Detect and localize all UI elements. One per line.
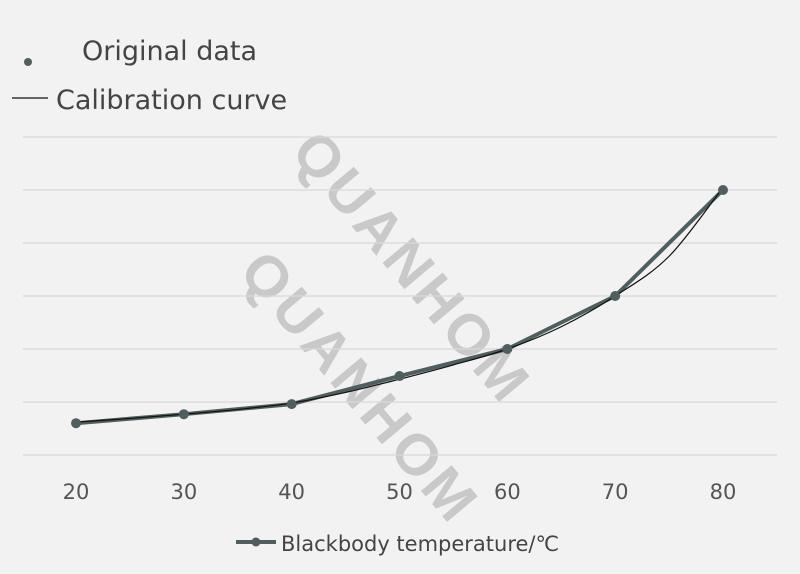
x-tick-label: 30 <box>170 480 197 504</box>
data-point <box>178 409 189 420</box>
data-point <box>394 371 405 382</box>
x-tick-label: 40 <box>278 480 305 504</box>
legend-label-original-data: Original data <box>82 36 257 67</box>
legend-label-calibration: Calibration curve <box>56 85 287 116</box>
gridlines <box>23 136 777 456</box>
legend-label-series: Blackbody temperature/℃ <box>281 532 559 556</box>
legend-marker-original-data <box>24 58 32 66</box>
calibration-curve <box>75 186 724 423</box>
data-point <box>286 399 297 410</box>
x-tick-label: 80 <box>710 480 737 504</box>
data-point <box>71 418 81 429</box>
x-tick-label: 70 <box>602 480 629 504</box>
data-point <box>718 185 728 195</box>
series-line-blackbody <box>75 188 725 426</box>
data-point <box>502 344 513 354</box>
x-tick-label: 50 <box>386 480 413 504</box>
data-point <box>610 291 621 301</box>
legend: Original data Calibration curve Blackbod… <box>12 36 559 556</box>
legend-marker-series <box>251 537 261 547</box>
x-tick-label: 20 <box>63 480 90 504</box>
x-tick-label: 60 <box>494 480 521 504</box>
